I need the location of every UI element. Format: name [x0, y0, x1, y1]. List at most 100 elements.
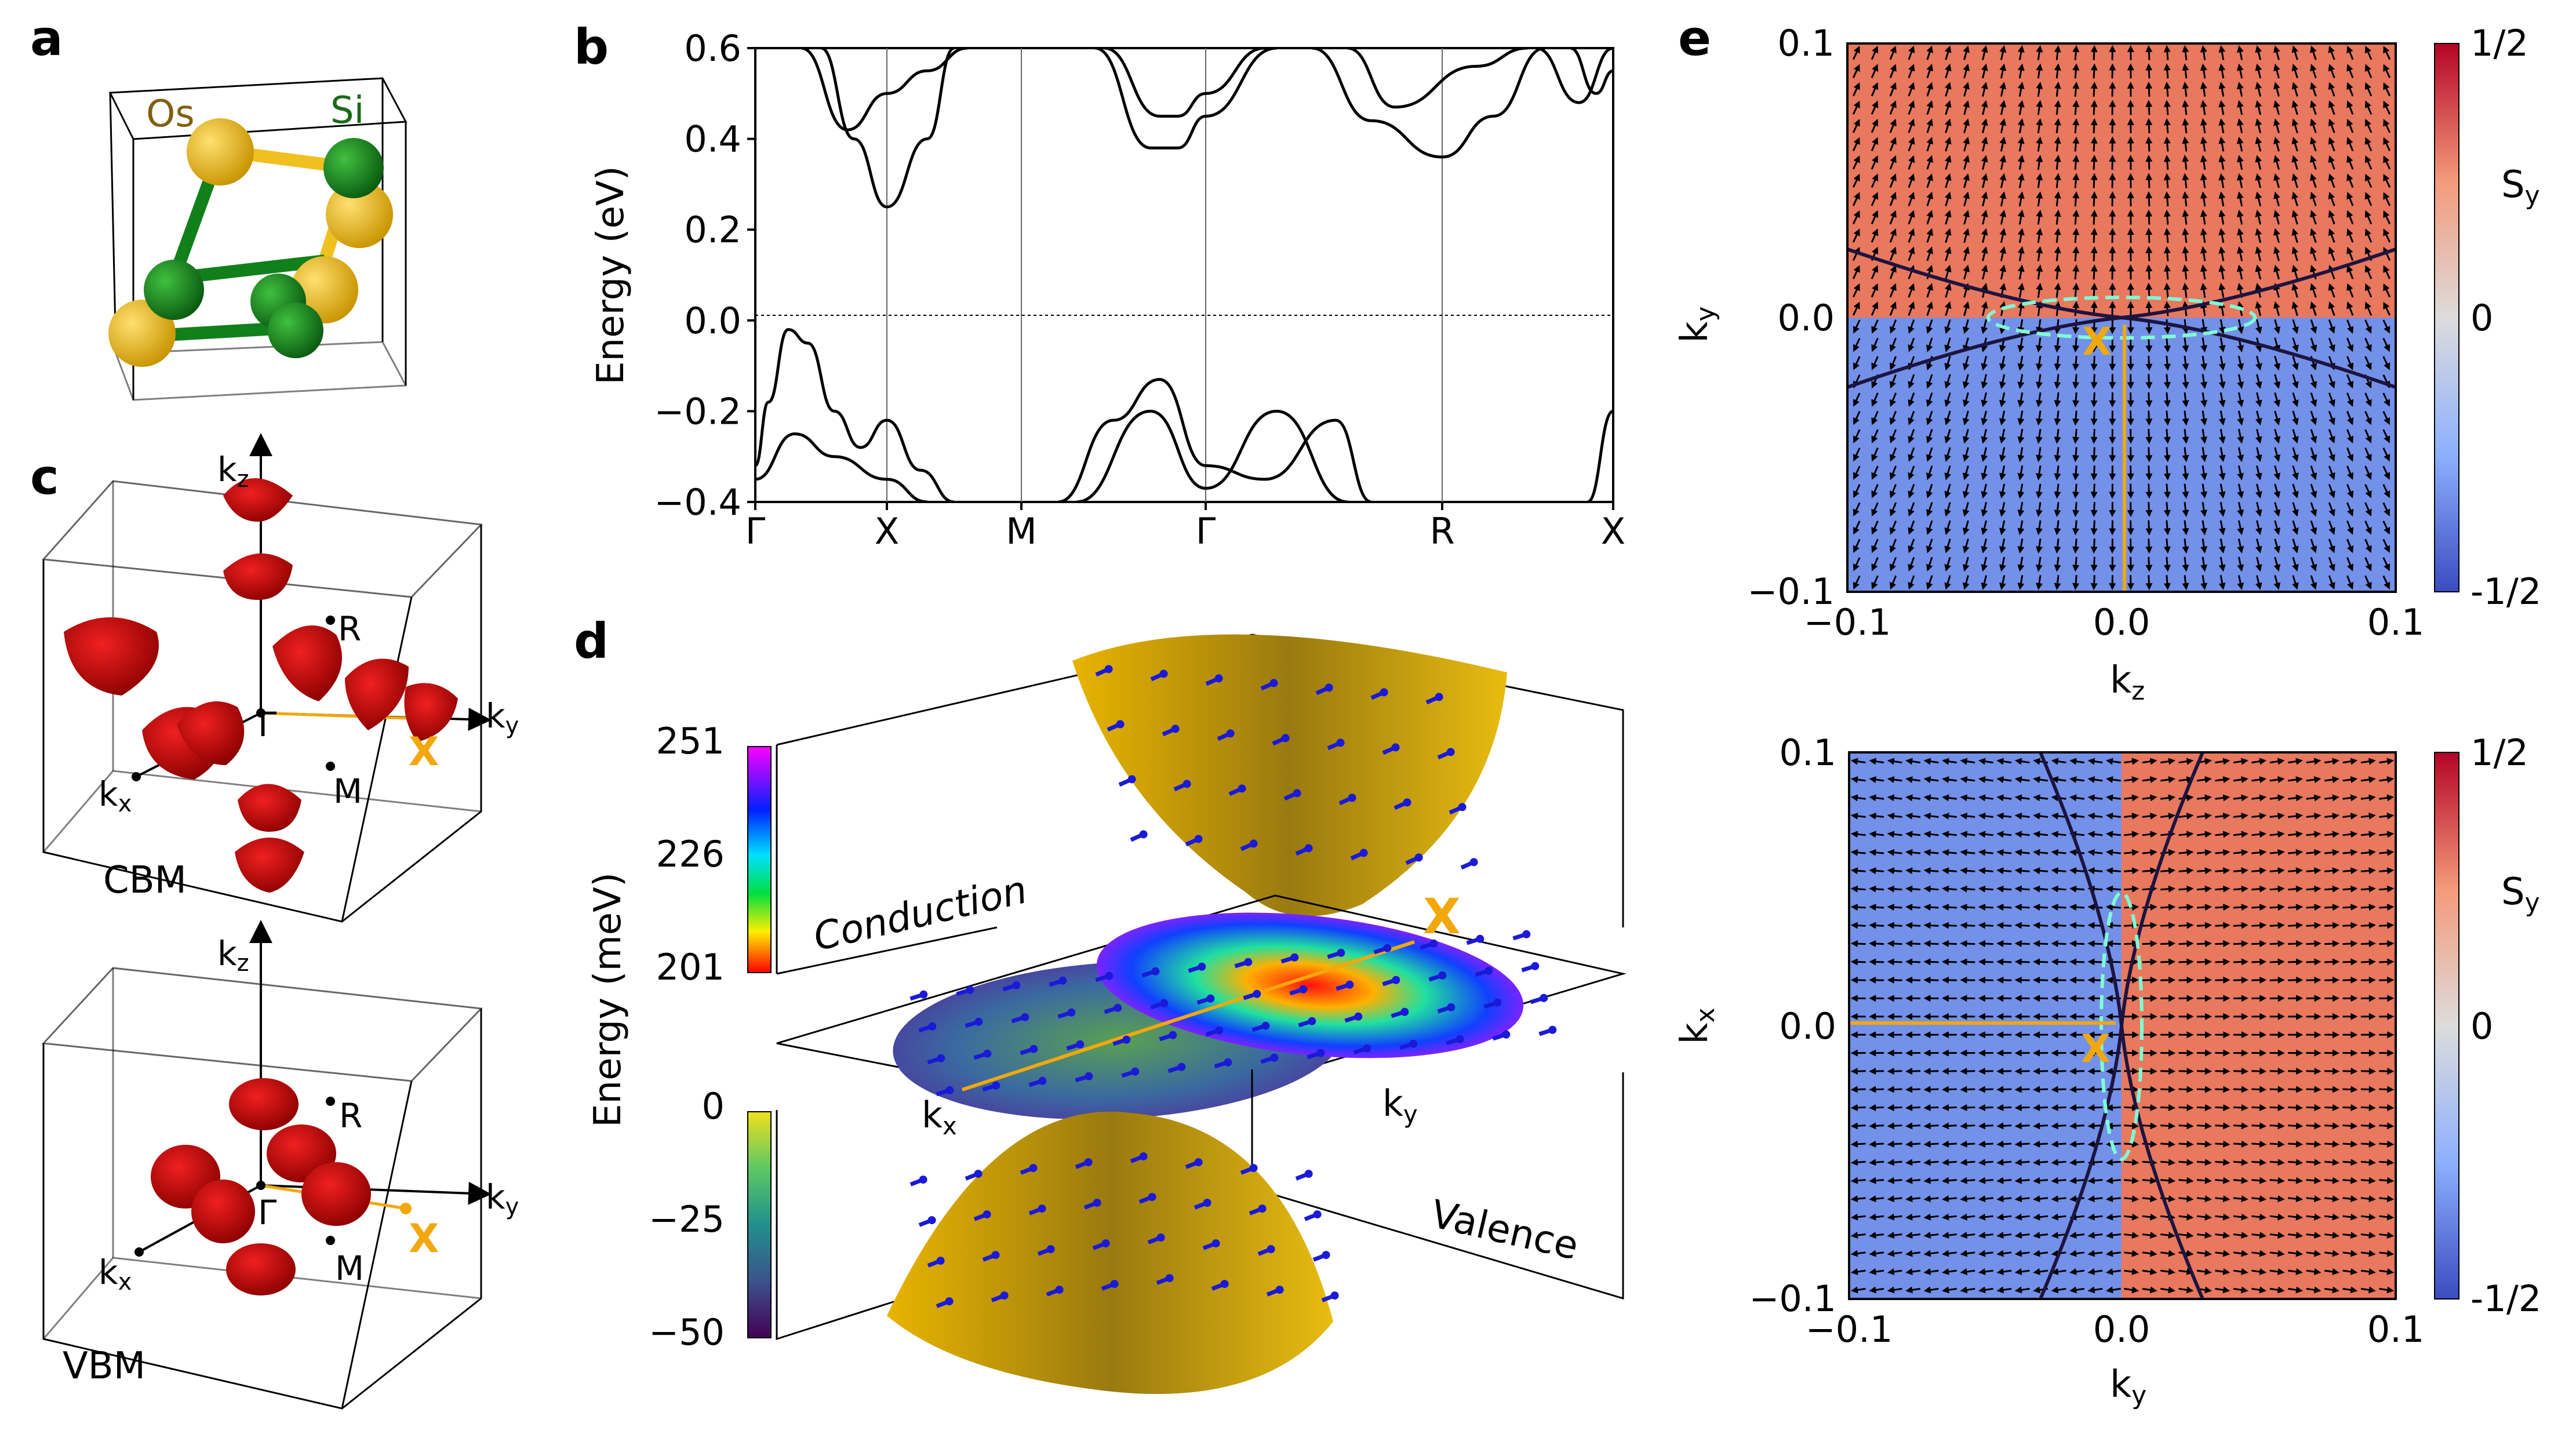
r-point-label: R: [338, 609, 361, 649]
spin-arrowhead: [1345, 981, 1354, 989]
spin-arrowhead: [1085, 1072, 1093, 1080]
ylabel-top: ky: [1673, 306, 1720, 343]
xtick: −0.1: [1806, 1308, 1893, 1351]
spin-arrowhead: [1325, 683, 1333, 691]
spin-arrowhead: [1299, 985, 1307, 993]
spin-arrowhead: [1195, 1158, 1203, 1166]
panel-b-letter: b: [574, 19, 609, 75]
val-tick-bot: −50: [649, 1311, 725, 1353]
spin-arrowhead: [1276, 1286, 1284, 1294]
pocket: [226, 1243, 296, 1295]
spin-arrowhead: [1148, 1193, 1156, 1201]
spin-arrowhead: [1105, 972, 1113, 980]
ytick-label: 0.2: [684, 209, 741, 251]
si-atom: [144, 260, 204, 320]
spin-arrowhead: [1224, 1058, 1232, 1067]
panel-c: c: [30, 438, 519, 1408]
cond-tick-mid: 226: [656, 833, 725, 875]
pocket: [229, 1078, 299, 1130]
ytick-label: 0.6: [684, 27, 741, 70]
ytick-label: 0.0: [684, 300, 741, 342]
cond-tick-bot: 201: [656, 946, 725, 988]
spin-arrowhead: [1456, 1035, 1464, 1043]
spin-arrowhead: [1253, 990, 1261, 998]
r-point-label: R: [339, 1096, 362, 1135]
cbar-label-bottom: Sy: [2501, 871, 2540, 918]
spin-arrowhead: [1206, 995, 1214, 1003]
spin-arrowhead: [1438, 971, 1446, 980]
spin-arrowhead: [1435, 693, 1443, 701]
ytick-label: −0.4: [654, 481, 741, 523]
kpoint-label: X: [1601, 510, 1625, 552]
spin-arrowhead: [1337, 738, 1345, 747]
cbar-tick: 1/2: [2471, 731, 2528, 774]
x-point-label: X: [1423, 888, 1461, 945]
spin-arrowhead: [1316, 1049, 1325, 1057]
spin-arrowhead: [1270, 679, 1278, 687]
spin-arrowhead: [1383, 944, 1391, 952]
ky-label: ky: [486, 696, 519, 739]
spin-arrowhead: [966, 986, 974, 994]
panel-e-letter: e: [1678, 10, 1711, 67]
kz-label: kz: [217, 934, 249, 977]
spin-arrowhead: [1403, 798, 1411, 806]
spin-arrowhead: [1244, 958, 1252, 966]
spin-arrowhead: [1131, 1068, 1139, 1076]
valence-label: Valence: [1427, 1192, 1582, 1269]
spin-arrowhead: [1160, 669, 1168, 678]
spin-arrowhead: [992, 1251, 1000, 1259]
kpoint-label: M: [1006, 510, 1037, 552]
spin-arrowhead: [1392, 743, 1400, 751]
x-point-label: X: [409, 1216, 439, 1262]
spin-arrowhead: [1038, 1077, 1046, 1085]
band-structure-lines: [755, 48, 1613, 502]
spin-arrowhead: [1140, 1152, 1148, 1160]
band-conduction-6: [1348, 48, 1528, 107]
spin-arrowhead: [1102, 1239, 1110, 1247]
spin-arrowhead: [1400, 1008, 1409, 1016]
spin-arrowhead: [937, 1054, 945, 1062]
kpoint-label: X: [875, 510, 899, 552]
sy-colorbar-top: [2435, 43, 2459, 592]
gamma-x-path: [261, 713, 423, 719]
x-point-label: X: [409, 729, 439, 775]
spin-arrowhead: [974, 1170, 983, 1178]
xtick: 0.0: [2093, 1308, 2151, 1351]
spin-arrowhead: [1354, 1013, 1362, 1021]
spin-arrowhead: [1085, 1158, 1093, 1166]
spin-arrowhead: [1314, 1210, 1322, 1218]
kpoint-label: Γ: [1196, 510, 1216, 552]
conduction-surface: [1072, 635, 1507, 916]
sy-colorbar-bottom: [2435, 752, 2459, 1299]
ytick: 0.0: [1779, 1005, 1836, 1047]
gamma-point-label: Γ: [258, 1193, 276, 1232]
spin-arrowhead: [1458, 803, 1467, 811]
spin-arrowhead: [1012, 981, 1020, 989]
spin-arrowhead: [1157, 1233, 1165, 1242]
spin-arrowhead: [919, 991, 927, 999]
spin-arrowhead: [1056, 1286, 1064, 1294]
cbar-tick: -1/2: [2471, 570, 2541, 613]
spin-arrowhead: [1250, 1164, 1258, 1172]
spin-arrowhead: [1111, 1280, 1119, 1288]
xlabel-bottom: ky: [2110, 1363, 2146, 1410]
spin-arrowhead: [1171, 725, 1180, 733]
spin-arrowhead: [1409, 1040, 1417, 1048]
spin-arrowhead: [1093, 1199, 1101, 1207]
spin-arrowhead: [1067, 1009, 1075, 1017]
spin-arrowhead: [945, 1297, 954, 1305]
spin-arrowhead: [1522, 930, 1530, 938]
cond-tick-top: 251: [656, 720, 725, 762]
spin-arrowhead: [1198, 963, 1206, 971]
spin-arrowhead: [1447, 1003, 1455, 1011]
ky-label: ky: [486, 1177, 519, 1220]
gamma-point-label: Γ: [258, 705, 276, 744]
spin-arrowhead: [1447, 748, 1455, 756]
spin-arrowhead: [945, 1086, 954, 1094]
cbar-tick: 1/2: [2471, 22, 2528, 64]
spin-arrowhead: [1160, 999, 1168, 1007]
xtick: 0.1: [2367, 1308, 2425, 1351]
x-point-label: X: [2082, 319, 2112, 364]
spin-arrowhead: [983, 1210, 991, 1218]
